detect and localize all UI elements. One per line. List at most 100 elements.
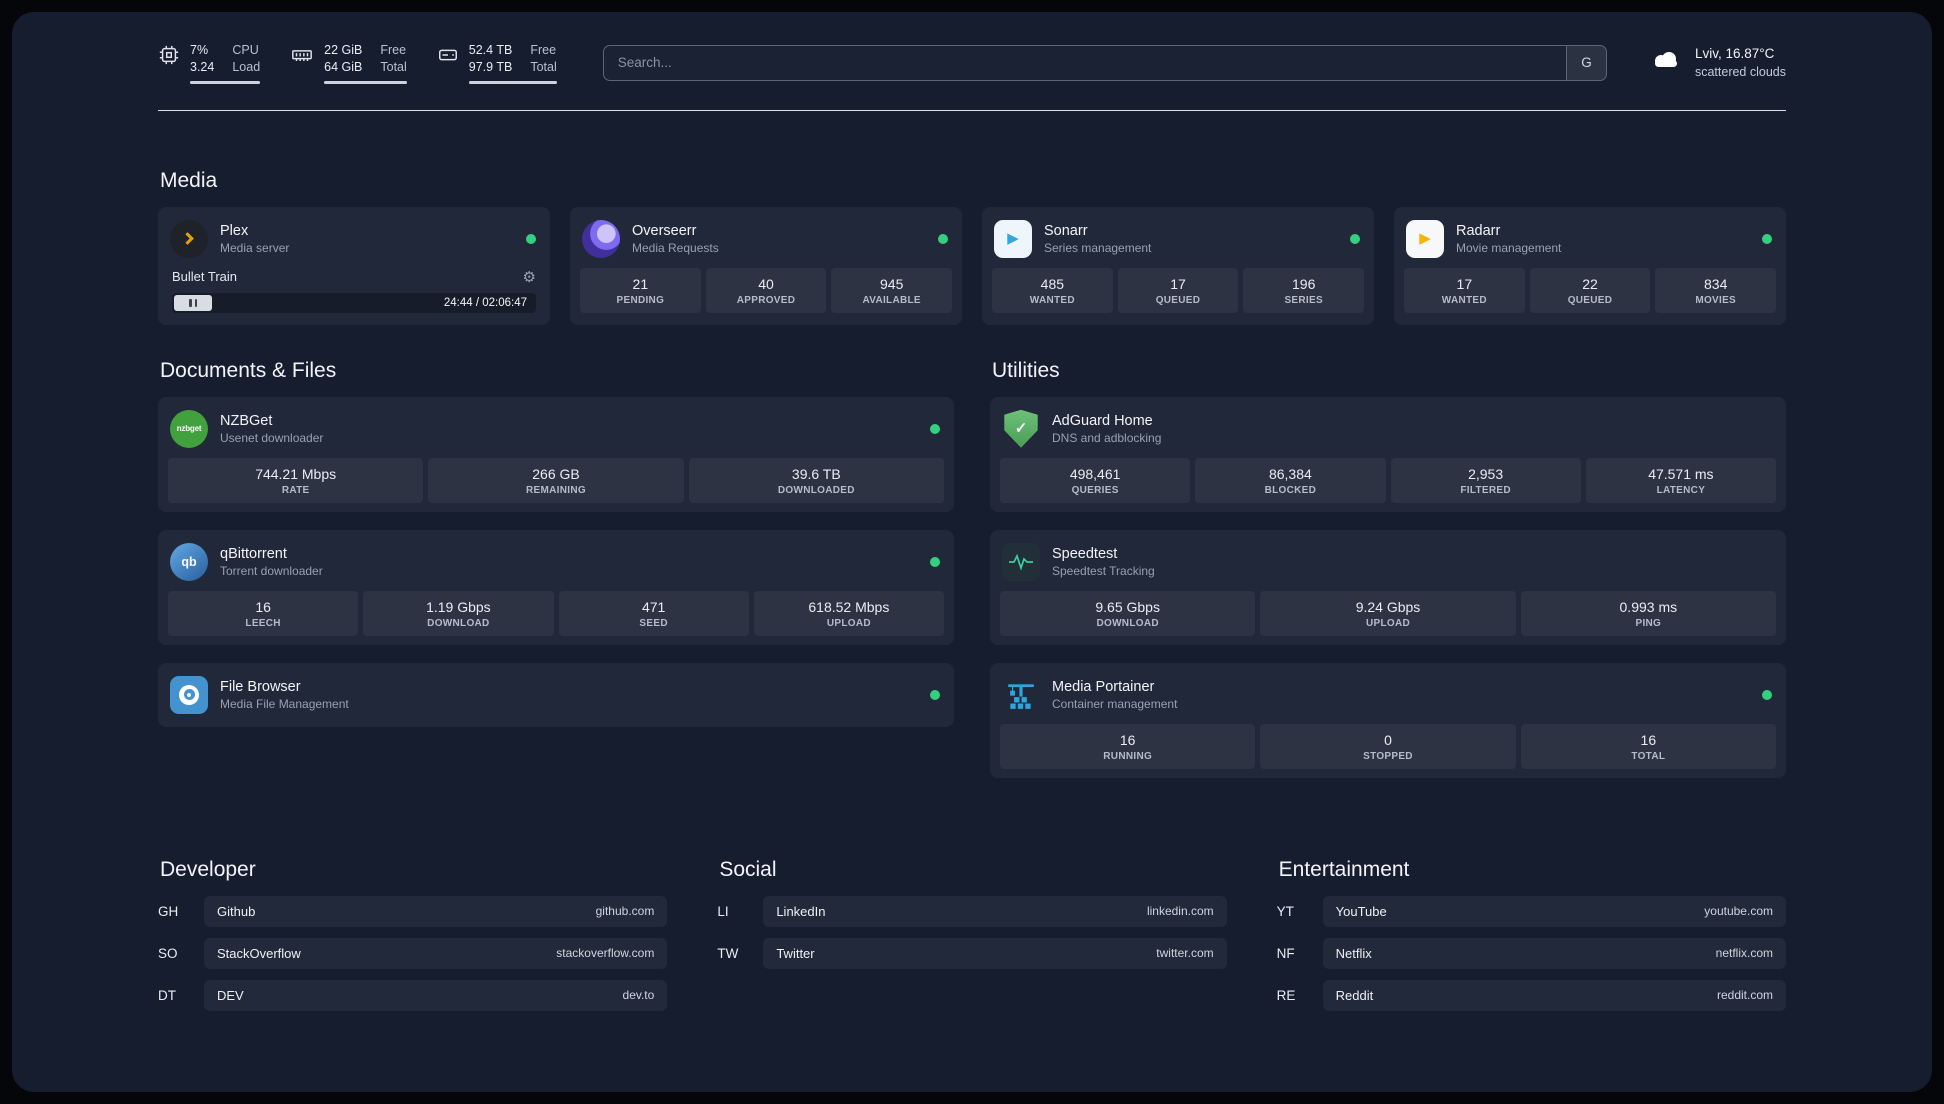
bookmark-url: github.com	[595, 904, 655, 919]
cpu-usage: 7%	[190, 43, 209, 57]
stat-stopped: 0 STOPPED	[1260, 723, 1516, 769]
bookmark-name: StackOverflow	[217, 945, 301, 961]
stat-value: 86,384	[1268, 465, 1312, 482]
card-radarr[interactable]: ▶ Radarr Movie management 17 WANTED	[1394, 206, 1786, 325]
bookmark-url: netflix.com	[1715, 946, 1773, 961]
card-adguard[interactable]: ✓ AdGuard Home DNS and adblocking 498,46…	[990, 396, 1786, 512]
card-qbittorrent[interactable]: qb qBittorrent Torrent downloader 16 LEE…	[158, 529, 954, 645]
card-portainer[interactable]: Media Portainer Container management 16 …	[990, 662, 1786, 778]
bookmark-name: LinkedIn	[776, 903, 826, 919]
sonarr-icon: ▶	[994, 219, 1032, 258]
card-desc: Speedtest Tracking	[1052, 563, 1155, 578]
stat-label: AVAILABLE	[862, 294, 921, 306]
cpu-icon	[158, 44, 180, 84]
bookmark-link-linkedin[interactable]: LinkedIn linkedin.com	[763, 895, 1227, 927]
stat-value: 266 GB	[532, 465, 580, 482]
cpu-widget: 7% CPU 3.24 Load	[158, 42, 261, 84]
stat-queries: 498,461 QUERIES	[1000, 457, 1191, 503]
card-filebrowser[interactable]: File Browser Media File Management	[158, 662, 954, 727]
search-engine-button[interactable]: G	[1565, 45, 1606, 80]
section-documents: Documents & Files nzbget NZBGet Usenet d…	[158, 359, 954, 727]
memory-label-bottom: Total	[380, 59, 407, 74]
bookmark-link-stackoverflow[interactable]: StackOverflow stackoverflow.com	[204, 937, 668, 969]
stat-label: APPROVED	[736, 294, 796, 306]
stat-value: 16	[1119, 731, 1136, 748]
card-desc: Movie management	[1456, 240, 1562, 255]
bookmark-url: youtube.com	[1704, 904, 1773, 919]
section-utilities: Utilities ✓ AdGuard Home DNS and adblock…	[990, 359, 1786, 778]
gear-icon[interactable]: ⚙	[522, 268, 536, 286]
stat-label: UPLOAD	[1365, 617, 1410, 629]
bookmark-link-twitter[interactable]: Twitter twitter.com	[763, 937, 1227, 969]
stat-value: 744.21 Mbps	[255, 465, 337, 482]
playback-progress-bar[interactable]: 24:44 / 02:06:47	[172, 292, 536, 313]
memory-icon	[290, 44, 314, 84]
bookmark-linkedin: LI LinkedIn linkedin.com	[717, 895, 1227, 927]
stat-value: 21	[632, 275, 649, 292]
stat-blocked: 86,384 BLOCKED	[1195, 457, 1386, 503]
utilities-heading: Utilities	[992, 358, 1060, 382]
bookmark-name: Github	[217, 903, 256, 919]
stat-label: LATENCY	[1656, 484, 1706, 496]
bookmark-link-dev[interactable]: DEV dev.to	[204, 979, 668, 1011]
card-nzbget[interactable]: nzbget NZBGet Usenet downloader 744.21 M…	[158, 396, 954, 512]
card-desc: Media File Management	[220, 696, 349, 711]
bookmark-link-youtube[interactable]: YouTube youtube.com	[1322, 895, 1786, 927]
card-sonarr[interactable]: ▶ Sonarr Series management 485 WANTED	[982, 206, 1374, 325]
stat-value: 16	[1640, 731, 1657, 748]
bookmark-stackoverflow: SO StackOverflow stackoverflow.com	[158, 937, 668, 969]
bookmark-url: dev.to	[622, 988, 655, 1003]
search-input[interactable]	[603, 45, 1566, 80]
adguard-shield-icon: ✓	[1004, 409, 1038, 448]
stat-label: RATE	[281, 484, 310, 496]
bookmark-link-reddit[interactable]: Reddit reddit.com	[1322, 979, 1786, 1011]
card-title: NZBGet	[220, 412, 273, 429]
stat-movies: 834 MOVIES	[1655, 267, 1777, 313]
stat-value: 834	[1704, 275, 1728, 292]
bookmark-url: reddit.com	[1716, 988, 1773, 1003]
stat-label: QUERIES	[1071, 484, 1119, 496]
stat-rate: 744.21 Mbps RATE	[168, 457, 424, 503]
stat-label: BLOCKED	[1264, 484, 1317, 496]
card-title: Sonarr	[1044, 222, 1088, 239]
card-speedtest[interactable]: Speedtest Speedtest Tracking 9.65 Gbps D…	[990, 529, 1786, 645]
card-desc: Series management	[1044, 240, 1152, 255]
stat-upload: 618.52 Mbps UPLOAD	[753, 590, 944, 636]
stat-latency: 47.571 ms LATENCY	[1585, 457, 1776, 503]
developer-heading: Developer	[160, 857, 256, 881]
stat-label: LEECH	[245, 617, 281, 629]
section-developer: Developer GH Github github.com SO StackO…	[158, 857, 668, 1011]
bookmark-link-netflix[interactable]: Netflix netflix.com	[1322, 937, 1786, 969]
bookmark-abbr: YT	[1276, 903, 1294, 919]
status-dot	[930, 556, 940, 567]
card-plex[interactable]: Plex Media server Bullet Train ⚙ 24:44 /…	[158, 206, 550, 325]
bookmark-github: GH Github github.com	[158, 895, 668, 927]
dashboard-panel: 7% CPU 3.24 Load 22 GiB Free 64 GiB	[12, 12, 1932, 1092]
bookmark-link-github[interactable]: Github github.com	[204, 895, 668, 927]
portainer-crane-icon	[1002, 676, 1040, 714]
card-overseerr[interactable]: Overseerr Media Requests 21 PENDING 40 A…	[570, 206, 962, 325]
overseerr-icon	[582, 219, 620, 258]
stat-wanted: 17 WANTED	[1404, 267, 1525, 313]
stat-label: PENDING	[616, 294, 665, 306]
disk-icon	[437, 44, 459, 84]
stat-value: 17	[1170, 275, 1186, 292]
bookmark-name: DEV	[217, 987, 244, 1003]
bookmark-abbr: TW	[717, 945, 739, 961]
disk-widget: 52.4 TB Free 97.9 TB Total	[437, 42, 557, 84]
bookmark-netflix: NF Netflix netflix.com	[1277, 937, 1786, 969]
pause-button[interactable]	[174, 294, 212, 311]
bookmark-url: twitter.com	[1156, 946, 1214, 961]
stat-wanted: 485 WANTED	[992, 267, 1113, 313]
filebrowser-icon	[170, 675, 208, 714]
card-title: AdGuard Home	[1052, 412, 1153, 429]
bookmark-abbr: SO	[158, 945, 178, 961]
weather-widget[interactable]: Lviv, 16.87°C scattered clouds	[1649, 45, 1786, 81]
entertainment-heading: Entertainment	[1278, 857, 1410, 881]
cpu-load: 3.24	[190, 59, 215, 74]
stat-value: 17	[1456, 275, 1473, 292]
status-dot	[1762, 689, 1772, 700]
stat-value: 945	[880, 275, 904, 292]
stat-value: 47.571 ms	[1648, 465, 1714, 482]
disk-free: 52.4 TB	[468, 43, 513, 57]
